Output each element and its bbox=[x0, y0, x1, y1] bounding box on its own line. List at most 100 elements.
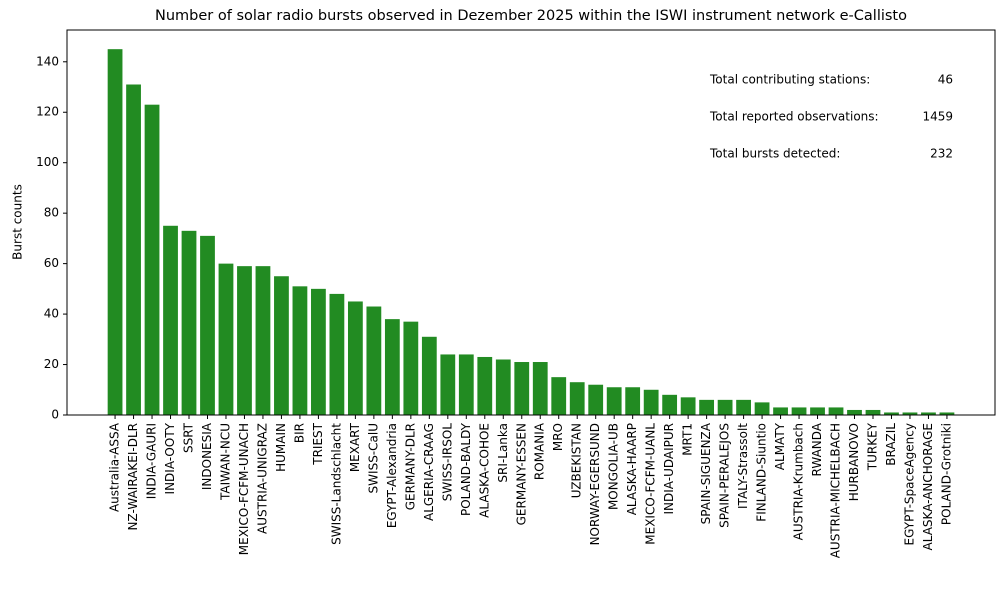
bar bbox=[311, 288, 326, 415]
x-tick-label: AUSTRIA-UNIGRAZ bbox=[255, 423, 269, 534]
x-tick-label: HURBANOVO bbox=[847, 423, 861, 501]
x-tick-label: INDIA-OOTY bbox=[163, 422, 177, 494]
x-tick-label: NZ-WAIRAKEI-DLR bbox=[126, 423, 140, 530]
bar bbox=[292, 286, 308, 415]
x-tick-label: ALASKA-ANCHORAGE bbox=[921, 423, 935, 550]
annotation-label: Total contributing stations: bbox=[709, 73, 870, 87]
annotation-value: 46 bbox=[938, 73, 953, 87]
x-tick-label: Australia-ASSA bbox=[108, 422, 122, 512]
x-tick-label: ALMATY bbox=[773, 422, 787, 470]
x-tick-label: SWISS-CalU bbox=[366, 423, 380, 493]
y-tick-label: 140 bbox=[36, 54, 59, 68]
x-tick-label: SPAIN-SIGUENZA bbox=[699, 422, 713, 524]
x-tick-label: TURKEY bbox=[865, 422, 879, 471]
x-tick-label: POLAND-BALDY bbox=[459, 422, 473, 516]
x-tick-label: MRT1 bbox=[681, 423, 695, 456]
x-tick-label: MRO bbox=[551, 423, 565, 451]
x-tick-label: NORWAY-EGERSUND bbox=[588, 423, 602, 545]
bar bbox=[773, 407, 788, 415]
plot-frame bbox=[66, 29, 996, 416]
annotation-label: Total bursts detected: bbox=[709, 147, 840, 161]
x-tick-label: MEXART bbox=[348, 422, 362, 472]
x-tick-label: MEXICO-FCFM-UANL bbox=[644, 423, 658, 545]
bar bbox=[902, 412, 918, 415]
x-tick-label: AUSTRIA-Krumbach bbox=[792, 423, 806, 540]
bar bbox=[458, 354, 474, 415]
bar bbox=[218, 263, 234, 415]
bar bbox=[884, 412, 899, 415]
x-tick-label: FINLAND-Siuntio bbox=[755, 423, 769, 522]
bar bbox=[237, 266, 252, 415]
bar bbox=[662, 394, 678, 415]
bar bbox=[200, 235, 215, 415]
bar bbox=[144, 104, 160, 416]
bar bbox=[532, 362, 548, 415]
x-tick-label: SPAIN-PERALEJOS bbox=[718, 423, 732, 528]
bar bbox=[477, 356, 493, 415]
annotation-value: 1459 bbox=[922, 110, 953, 124]
bar bbox=[736, 399, 751, 415]
y-tick-label: 120 bbox=[36, 105, 59, 119]
bar bbox=[163, 225, 178, 415]
bar bbox=[107, 49, 123, 415]
x-tick-label: ALGERIA-CRAAG bbox=[422, 423, 436, 521]
x-tick-label: SSRT bbox=[182, 422, 196, 453]
x-tick-label: ALASKA-COHOE bbox=[477, 423, 491, 518]
bar bbox=[514, 362, 530, 415]
bar bbox=[939, 412, 955, 415]
x-tick-label: POLAND-Grotniki bbox=[939, 423, 953, 525]
bar bbox=[588, 384, 604, 415]
bar bbox=[847, 409, 862, 415]
bar bbox=[921, 412, 936, 415]
bar bbox=[699, 399, 715, 415]
bar bbox=[551, 377, 567, 415]
bar bbox=[810, 407, 825, 415]
x-tick-label: TRIEST bbox=[311, 422, 325, 465]
x-tick-label: ALASKA-HAARP bbox=[625, 423, 639, 515]
y-tick-label: 100 bbox=[36, 155, 59, 169]
bar bbox=[403, 321, 419, 415]
bar bbox=[421, 336, 437, 415]
x-tick-label: RWANDA bbox=[810, 422, 824, 476]
bar bbox=[495, 359, 511, 415]
bar bbox=[791, 407, 807, 415]
x-tick-label: MONGOLIA-UB bbox=[607, 423, 621, 510]
y-axis-label: Burst counts bbox=[11, 184, 25, 260]
x-tick-label: ROMANIA bbox=[533, 422, 547, 480]
x-tick-label: TAIWAN-NCU bbox=[218, 423, 232, 501]
bar bbox=[828, 407, 844, 415]
y-tick-label: 20 bbox=[44, 357, 59, 371]
y-tick-label: 0 bbox=[51, 408, 59, 422]
x-tick-label: INDIA-GAURI bbox=[145, 423, 159, 499]
bar bbox=[625, 387, 641, 415]
bar bbox=[126, 84, 141, 415]
x-tick-label: SWISS-IRSOL bbox=[440, 423, 454, 502]
x-tick-label: EGYPT-Alexandria bbox=[385, 423, 399, 528]
x-tick-label: UZBEKISTAN bbox=[570, 423, 584, 498]
bar bbox=[569, 382, 585, 415]
bar bbox=[255, 266, 271, 415]
x-tick-label: BIR bbox=[292, 423, 306, 443]
bar bbox=[680, 397, 696, 415]
bar bbox=[643, 389, 659, 415]
y-tick-label: 40 bbox=[44, 307, 59, 321]
bar bbox=[384, 319, 400, 415]
bar bbox=[347, 301, 363, 415]
x-tick-label: HUMAIN bbox=[274, 423, 288, 472]
bar bbox=[754, 402, 770, 415]
bar bbox=[440, 354, 456, 415]
x-tick-label: GERMANY-DLR bbox=[403, 423, 417, 510]
x-tick-label: SRI-Lanka bbox=[496, 423, 510, 483]
x-tick-label: BRAZIL bbox=[884, 423, 898, 466]
bar bbox=[366, 306, 382, 415]
annotation-label: Total reported observations: bbox=[709, 110, 879, 124]
y-tick-label: 80 bbox=[44, 206, 59, 220]
x-tick-label: GERMANY-ESSEN bbox=[514, 423, 528, 525]
chart-title: Number of solar radio bursts observed in… bbox=[155, 8, 907, 24]
x-tick-label: INDONESIA bbox=[200, 422, 214, 490]
x-tick-label: ITALY-Strassolt bbox=[736, 423, 750, 509]
bar bbox=[274, 276, 289, 415]
bar bbox=[181, 230, 197, 415]
x-tick-label: EGYPT-SpaceAgency bbox=[902, 423, 916, 546]
